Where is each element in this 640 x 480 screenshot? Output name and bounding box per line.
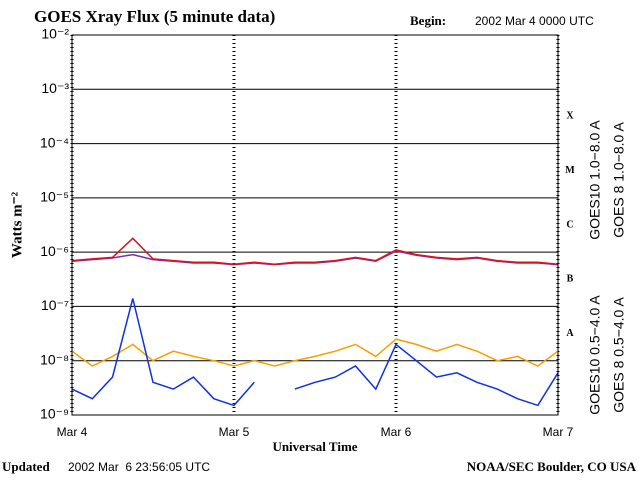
- class-label: M: [565, 165, 575, 176]
- x-tick-label: Mar 4: [57, 425, 88, 439]
- y-tick-label: 10⁻⁴: [40, 134, 69, 150]
- updated-date: 2002 Mar 6 23:56:05 UTC: [68, 460, 210, 474]
- legend-entry: GOES 8 0.5−4.0 A: [611, 297, 627, 413]
- legend-entry: GOES10 0.5−4.0 A: [587, 295, 603, 415]
- y-tick-label: 10⁻⁷: [41, 297, 69, 313]
- y-tick-label: 10⁻⁸: [40, 351, 69, 367]
- y-tick-label: 10⁻⁹: [40, 406, 69, 422]
- legend-entry: GOES 8 1.0−8.0 A: [611, 122, 627, 238]
- series-line: [71, 338, 559, 367]
- series-line: [71, 237, 559, 265]
- class-label: X: [566, 111, 574, 122]
- class-label: C: [566, 219, 573, 230]
- y-tick-label: 10⁻⁵: [40, 189, 69, 205]
- class-label: A: [566, 328, 574, 339]
- y-tick-label: 10⁻⁶: [40, 243, 69, 259]
- plot-frame: [71, 34, 559, 416]
- begin-label: Begin:: [410, 13, 446, 28]
- x-axis-label: Universal Time: [272, 439, 357, 454]
- y-axis-label: Watts m⁻²: [9, 191, 25, 258]
- source: NOAA/SEC Boulder, CO USA: [467, 459, 637, 474]
- updated-label: Updated: [2, 459, 50, 474]
- y-tick-label: 10⁻³: [41, 80, 69, 96]
- chart-title: GOES Xray Flux (5 minute data): [34, 7, 275, 26]
- class-label: B: [567, 274, 574, 285]
- x-tick-label: Mar 5: [219, 425, 250, 439]
- series-line: [71, 298, 559, 407]
- begin-date: 2002 Mar 4 0000 UTC: [475, 14, 594, 28]
- x-tick-label: Mar 7: [543, 425, 574, 439]
- y-tick-label: 10⁻²: [41, 26, 69, 42]
- x-tick-label: Mar 6: [381, 425, 412, 439]
- legend-entry: GOES10 1.0−8.0 A: [587, 120, 603, 240]
